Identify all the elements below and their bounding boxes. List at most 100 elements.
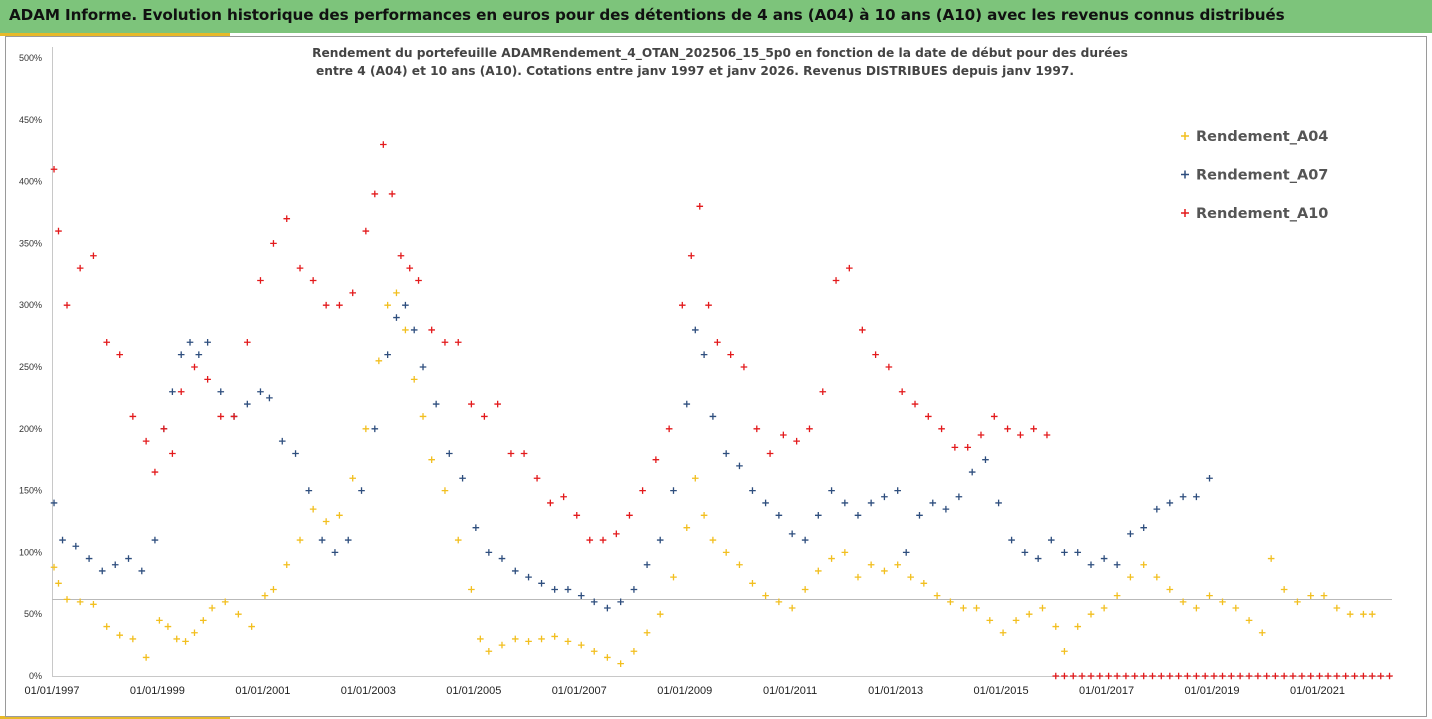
data-point	[525, 638, 532, 645]
x-tick-label: 01/01/2019	[1184, 685, 1239, 697]
data-point	[270, 586, 277, 593]
data-point	[1219, 598, 1226, 606]
data-point	[349, 474, 357, 482]
data-point	[336, 301, 343, 309]
data-point	[775, 512, 783, 519]
data-point	[995, 499, 1002, 507]
data-point	[1153, 505, 1161, 513]
data-point	[459, 474, 466, 482]
data-point	[1008, 536, 1015, 544]
data-point	[1294, 598, 1301, 606]
data-point	[753, 425, 761, 433]
data-point	[468, 400, 475, 408]
data-point	[656, 610, 664, 618]
data-point	[1193, 604, 1200, 612]
data-point	[1166, 499, 1174, 507]
data-point	[999, 629, 1007, 637]
data-point	[266, 394, 273, 402]
x-tick-label: 01/01/2001	[235, 685, 290, 697]
data-point	[406, 264, 414, 272]
data-point	[336, 512, 343, 519]
data-point	[485, 647, 493, 655]
data-point	[72, 542, 80, 550]
data-point	[709, 413, 717, 420]
data-point	[736, 561, 743, 569]
data-point	[164, 623, 172, 630]
data-point	[362, 227, 370, 235]
data-point	[727, 351, 734, 358]
data-point	[990, 413, 998, 420]
data-point	[384, 301, 391, 309]
data-point	[604, 654, 611, 661]
data-point	[59, 536, 66, 544]
data-point	[1100, 555, 1108, 562]
data-point	[841, 549, 849, 556]
data-point	[736, 462, 743, 470]
data-point	[1193, 493, 1200, 501]
data-point	[402, 301, 409, 309]
data-point	[977, 431, 985, 439]
data-point	[1206, 592, 1213, 599]
data-point	[1360, 672, 1367, 680]
data-point	[116, 631, 124, 639]
data-point	[762, 499, 769, 507]
data-point	[1131, 672, 1139, 680]
y-tick-label: 450%	[19, 115, 42, 125]
data-point	[195, 351, 203, 358]
data-point	[428, 456, 435, 463]
data-point	[138, 567, 146, 575]
data-point	[177, 388, 185, 396]
data-point	[151, 468, 159, 476]
data-point	[1210, 672, 1218, 680]
x-tick-label: 01/01/2011	[763, 685, 817, 697]
data-point	[402, 326, 409, 334]
data-point	[951, 444, 959, 451]
data-point	[344, 536, 352, 544]
data-point	[679, 301, 686, 309]
data-point	[520, 450, 528, 457]
data-point	[1166, 586, 1174, 593]
data-point	[617, 598, 624, 606]
data-point	[806, 425, 813, 433]
data-point	[151, 536, 159, 544]
header-accent-line	[0, 33, 230, 36]
data-point	[775, 598, 783, 606]
data-point	[780, 431, 787, 439]
data-point	[1069, 672, 1077, 680]
data-point	[766, 450, 774, 457]
data-point	[630, 647, 638, 655]
data-point	[248, 623, 255, 630]
data-point	[691, 474, 699, 482]
data-point	[309, 505, 317, 513]
data-point	[1267, 555, 1275, 562]
data-point	[924, 413, 932, 420]
data-point	[894, 561, 901, 569]
data-point	[1140, 524, 1147, 531]
data-point	[217, 388, 225, 396]
data-point	[1368, 610, 1376, 618]
x-tick-label: 01/01/2003	[341, 685, 396, 697]
data-point	[230, 413, 238, 420]
data-point	[1324, 672, 1332, 680]
x-tick-label: 01/01/2021	[1290, 685, 1345, 697]
data-point	[103, 338, 111, 346]
data-point	[1061, 672, 1068, 680]
data-point	[749, 580, 756, 587]
data-point	[1333, 672, 1341, 680]
y-axis-ticks: 0% 50% 100% 150% 200% 250% 300% 350% 400% 450% 500…	[19, 53, 42, 681]
data-point	[494, 400, 501, 408]
data-point	[1140, 672, 1147, 680]
data-point	[103, 623, 111, 630]
legend-label: Rendement_A07	[1196, 168, 1328, 184]
data-point	[441, 487, 449, 494]
data-point	[564, 638, 572, 645]
data-point	[1236, 672, 1244, 680]
legend-label: Rendement_A04	[1196, 129, 1328, 145]
data-point	[498, 641, 506, 649]
data-point	[1201, 672, 1209, 680]
data-point	[1127, 573, 1134, 581]
data-point	[90, 601, 97, 608]
data-point	[388, 190, 396, 198]
legend-label: Rendement_A10	[1196, 206, 1328, 222]
